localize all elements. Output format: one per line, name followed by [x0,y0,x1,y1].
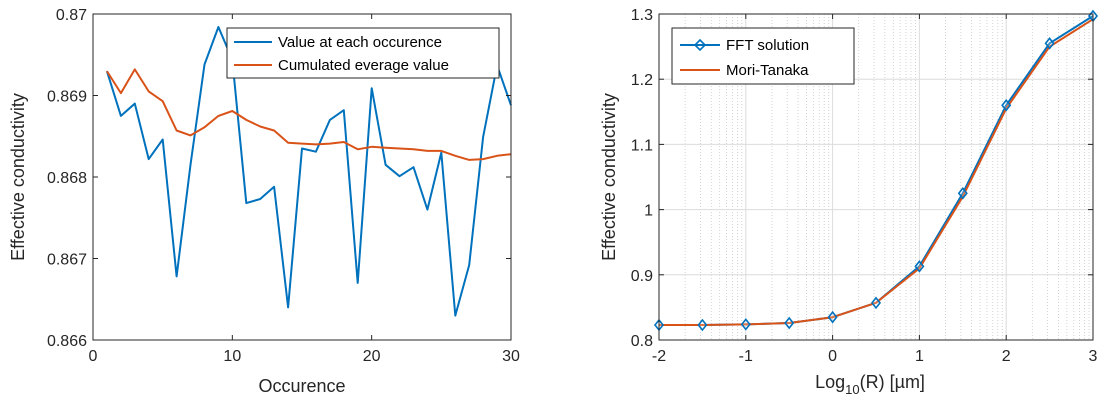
right-data-point [1044,37,1055,50]
right-y-axis-label: Effective conductivity [599,93,619,261]
left-legend-label-cumulated: Cumulated everage value [278,57,449,74]
right-data-point [1001,98,1012,112]
right-legend-marker-fft [693,38,707,52]
right-data-point [870,296,882,310]
left-axes: 0 10 20 30 0.866 0.867 0.868 0.869 0.87 [47,7,520,365]
right-series-group [653,9,1099,332]
left-series-group [105,26,512,317]
left-y-tick-label: 0.87 [56,7,87,24]
left-series-line-0 [105,26,512,317]
left-legend: Value at each occurence Cumulated everag… [226,27,500,79]
right-x-axis-label: Log10(R) [µm] [815,372,925,397]
right-x-tick-label: 3 [1089,348,1098,365]
right-x-tick-label: -1 [739,348,753,365]
right-data-point [827,310,838,324]
left-y-tick-label: 0.866 [47,333,87,350]
left-x-tick-label: 30 [502,348,520,365]
left-series-line-1 [106,68,512,161]
right-x-tick-label: 0 [828,348,837,365]
right-x-tick-label: 1 [915,348,924,365]
left-x-tick-label: 0 [89,348,98,365]
right-x-label-rest: (R) [µm] [860,372,925,392]
right-axes-frame [658,13,1094,341]
right-data-point [697,318,708,332]
left-x-axis-label: Occurence [258,376,345,396]
right-y-tick-label: 1.1 [631,137,653,154]
right-x-label-sub: 10 [845,382,859,397]
right-y-tick-label: 1.2 [631,72,653,89]
left-y-axis-label: Effective conductivity [8,93,28,261]
right-legend-box [671,27,855,85]
right-legend-label-mori: Mori-Tanaka [726,62,809,79]
left-x-tick-label: 20 [363,348,381,365]
right-series-line-1 [659,18,1094,326]
right-y-tick-label: 1 [644,203,653,220]
right-legend-label-fft: FFT solution [726,37,809,54]
left-chart: 0 10 20 30 0.866 0.867 0.868 0.869 0.87 Occurenc… [8,7,520,396]
right-axes: -2 -1 0 1 2 3 0.8 0.9 1 1.1 1.2 1.3 [631,7,1098,365]
right-data-point [914,260,925,273]
right-data-point [784,316,795,330]
right-y-tick-label: 0.8 [631,333,653,350]
left-y-tick-label: 0.867 [47,252,87,269]
left-y-tick-label: 0.868 [47,170,87,187]
left-y-tick-label: 0.869 [47,89,87,106]
left-legend-box [226,27,500,79]
right-y-tick-label: 1.3 [631,7,653,24]
left-x-tick-label: 10 [223,348,241,365]
right-data-point [957,187,968,200]
right-x-tick-label: -2 [652,348,666,365]
right-x-label-main: Log [815,372,845,392]
left-legend-label-value: Value at each occurence [278,34,442,51]
right-y-tick-label: 0.9 [631,268,653,285]
right-data-point [740,318,751,331]
right-x-tick-label: 2 [1002,348,1011,365]
right-legend: FFT solution Mori-Tanaka [671,27,855,85]
right-chart: -2 -1 0 1 2 3 0.8 0.9 1 1.1 1.2 1.3 Log10(R) [µm] E… [599,7,1099,397]
